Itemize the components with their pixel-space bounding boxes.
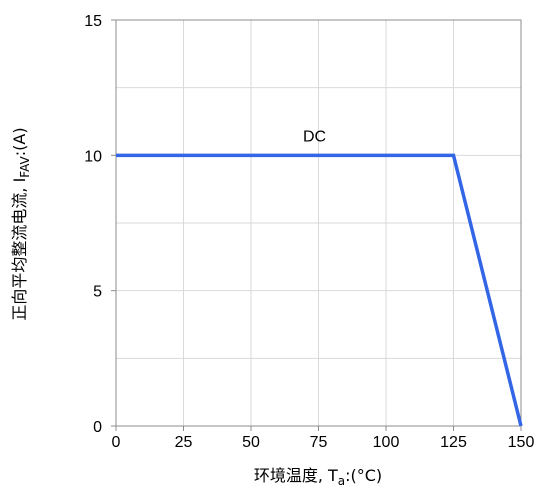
x-tick-label-3: 75 bbox=[310, 434, 328, 451]
annotations: DC bbox=[303, 128, 326, 145]
x-axis-title-sub: a bbox=[338, 474, 345, 488]
y-tick-label-2: 10 bbox=[84, 148, 102, 165]
y-tick-label-3: 15 bbox=[84, 13, 102, 30]
y-tick-label-0: 0 bbox=[93, 419, 102, 436]
y-axis-title-main: 正向平均整流电流, I bbox=[10, 178, 29, 321]
x-tick-label-6: 150 bbox=[508, 434, 535, 451]
y-axis-title-sub: FAV bbox=[18, 155, 32, 177]
y-tick-label-1: 5 bbox=[93, 284, 102, 301]
x-axis-title: 环境温度, Ta:(°C) bbox=[254, 466, 382, 488]
x-axis-title-tail: :(°C) bbox=[345, 466, 382, 485]
series-layer bbox=[116, 153, 523, 427]
y-tick-labels: 0 5 10 15 bbox=[84, 13, 116, 436]
x-tick-label-2: 50 bbox=[242, 434, 260, 451]
x-axis-title-main: 环境温度, T bbox=[254, 466, 338, 485]
y-axis-title-tail: :(A) bbox=[10, 127, 29, 156]
series-line-0 bbox=[116, 153, 523, 427]
x-tick-label-0: 0 bbox=[112, 434, 121, 451]
grid bbox=[116, 20, 521, 426]
annotation-0: DC bbox=[303, 128, 326, 145]
x-tick-labels: 0 25 50 75 100 125 150 bbox=[112, 426, 535, 451]
x-tick-label-4: 100 bbox=[373, 434, 400, 451]
x-tick-label-5: 125 bbox=[440, 434, 467, 451]
y-axis-title: 正向平均整流电流, IFAV:(A) bbox=[10, 127, 32, 320]
x-tick-label-1: 25 bbox=[175, 434, 193, 451]
